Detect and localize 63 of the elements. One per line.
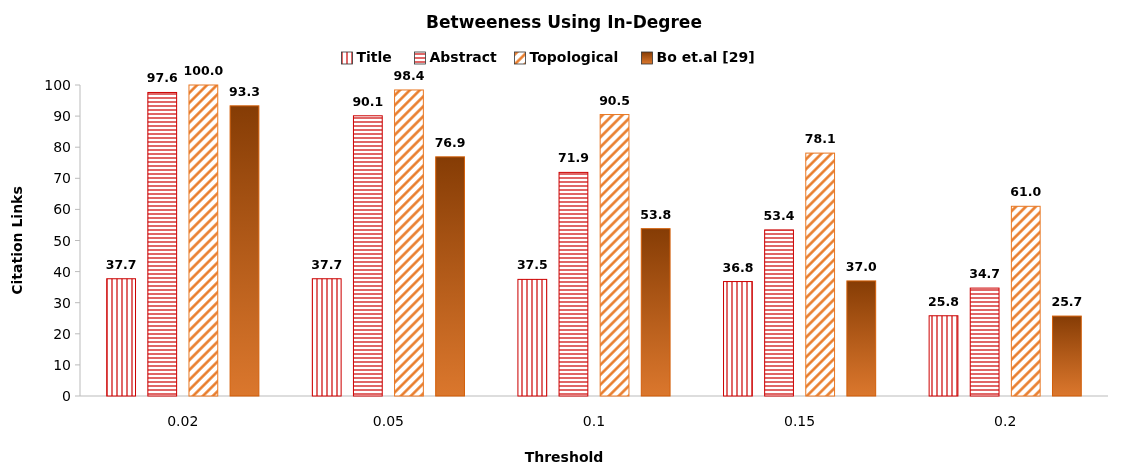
x-tick-label: 0.05: [372, 413, 404, 429]
y-tick-label: 70: [53, 170, 71, 187]
y-tick-label: 90: [53, 108, 71, 125]
y-tick-label: 60: [53, 201, 71, 218]
data-label: 37.0: [845, 258, 877, 274]
chart-title: Betweeness Using In-Degree: [426, 12, 702, 32]
legend-label: Topological: [529, 49, 619, 65]
y-tick-label: 50: [53, 232, 71, 249]
y-tick-label: 10: [53, 356, 71, 373]
y-tick-label: 0: [62, 388, 71, 404]
data-label: 100.0: [183, 63, 224, 78]
x-tick-label: 0.02: [167, 413, 199, 429]
bar: [928, 315, 959, 397]
y-tick-label: 40: [53, 263, 71, 280]
x-tick-label: 0.2: [994, 413, 1017, 429]
legend-label: Abstract: [429, 49, 498, 65]
bar: [394, 89, 424, 397]
bar: [188, 84, 219, 397]
bar: [1010, 205, 1041, 397]
x-tick-label: 0.15: [784, 413, 816, 429]
bar: [723, 281, 753, 397]
legend-label: Bo et.al [29]: [656, 49, 755, 65]
bar: [311, 278, 342, 397]
bar: [1051, 315, 1082, 397]
data-label: 93.3: [229, 83, 260, 99]
bar: [640, 228, 671, 397]
data-label: 25.7: [1051, 294, 1083, 310]
bar: [106, 278, 137, 397]
y-tick-label: 100: [44, 77, 71, 93]
data-label: 53.4: [763, 207, 795, 223]
data-label: 71.9: [558, 150, 589, 166]
data-label: 90.5: [599, 92, 630, 108]
bar: [846, 280, 877, 397]
data-label: 90.1: [352, 93, 384, 109]
bar: [352, 115, 383, 397]
data-label: 78.1: [804, 131, 836, 147]
data-label: 97.6: [146, 70, 178, 86]
bar: [558, 171, 589, 397]
bar: [435, 156, 465, 397]
data-label: 37.7: [311, 256, 343, 272]
data-label: 34.7: [969, 266, 1001, 282]
y-tick-label: 80: [53, 139, 71, 156]
data-label: 61.0: [1010, 184, 1042, 200]
y-axis-title: Citation Links: [9, 186, 25, 295]
legend-label: Title: [356, 49, 392, 65]
x-axis-title: Threshold: [524, 449, 604, 465]
data-label: 36.8: [722, 259, 754, 275]
data-label: 76.9: [434, 134, 466, 150]
bar: [229, 105, 260, 397]
bar: [517, 278, 548, 397]
x-tick-label: 0.1: [582, 413, 606, 429]
data-label: 37.7: [105, 256, 137, 272]
y-tick-label: 30: [53, 294, 71, 311]
bar: [805, 152, 836, 397]
data-label: 98.4: [393, 67, 425, 83]
y-tick-label: 20: [53, 325, 71, 342]
bar: [969, 287, 1000, 397]
bar: [147, 91, 178, 397]
bar: [764, 229, 794, 397]
data-label: 53.8: [640, 206, 672, 222]
data-label: 37.5: [516, 257, 548, 273]
data-label: 25.8: [928, 293, 959, 309]
bar: [599, 114, 630, 397]
